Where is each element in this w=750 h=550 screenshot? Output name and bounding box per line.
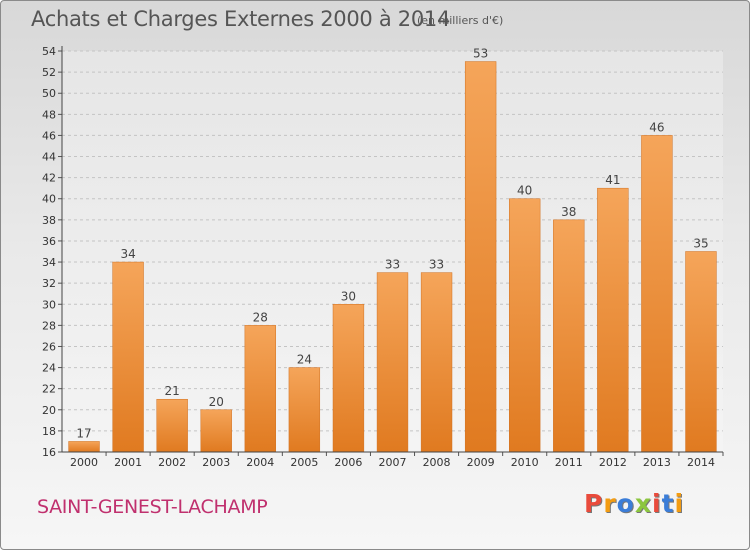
- y-tick-label: 46: [42, 129, 56, 142]
- y-tick-label: 50: [42, 87, 56, 100]
- chart-title: Achats et Charges Externes 2000 à 2014: [31, 7, 451, 31]
- logo-letter: i: [674, 489, 685, 518]
- logo-letter: i: [652, 489, 662, 518]
- bar-2010: [509, 198, 541, 453]
- bar-2009: [464, 61, 497, 453]
- bar-2008: [420, 272, 453, 453]
- bar-2006: [332, 304, 365, 453]
- bar-value-label: 30: [341, 289, 356, 303]
- y-tick-label: 34: [42, 256, 56, 269]
- x-tick-label: 2011: [555, 456, 583, 469]
- x-tick-label: 2007: [379, 456, 407, 469]
- bar-value-label: 24: [297, 353, 312, 367]
- bar-2001: [112, 261, 144, 453]
- proxiti-logo[interactable]: Proxiti: [584, 489, 684, 518]
- x-tick-label: 2001: [114, 456, 142, 469]
- bar-2005: [288, 367, 321, 453]
- bar-value-label: 20: [209, 395, 224, 409]
- bar-value-label: 46: [649, 120, 664, 134]
- bar-value-label: 38: [561, 205, 576, 219]
- bar-value-label: 40: [517, 184, 532, 198]
- logo-letter: t: [661, 489, 675, 518]
- bar-value-label: 21: [165, 384, 180, 398]
- x-tick-label: 2004: [246, 456, 274, 469]
- x-tick-label: 2014: [687, 456, 715, 469]
- chart-unit-note: (en milliers d'€): [417, 14, 504, 27]
- x-tick-label: 2012: [599, 456, 627, 469]
- bar-value-label: 53: [473, 47, 488, 61]
- x-tick-label: 2009: [467, 456, 495, 469]
- y-tick-label: 54: [42, 45, 56, 58]
- bar-2003: [200, 409, 232, 453]
- bar-value-label: 28: [253, 310, 268, 324]
- y-tick-label: 20: [42, 404, 56, 417]
- logo-letter: r: [603, 489, 617, 518]
- bar-2012: [597, 187, 629, 453]
- bar-value-label: 34: [120, 247, 135, 261]
- y-tick-label: 52: [42, 66, 56, 79]
- y-tick-label: 24: [42, 362, 56, 375]
- y-tick-label: 32: [42, 277, 56, 290]
- x-tick-label: 2005: [290, 456, 318, 469]
- bar-value-label: 41: [605, 173, 620, 187]
- bar-value-label: 33: [385, 258, 400, 272]
- y-tick-label: 38: [42, 214, 56, 227]
- bar-value-label: 17: [76, 426, 91, 440]
- bar-2007: [376, 272, 409, 453]
- logo-letter: x: [634, 489, 652, 518]
- bar-2014: [685, 251, 717, 453]
- x-tick-label: 2006: [334, 456, 362, 469]
- axes: 16 18 20 22 24 26 28 30 32 34 36 38 40 42 44 46 48 50 52 54…: [42, 45, 724, 469]
- commune-name: SAINT-GENEST-LACHAMP: [37, 496, 268, 518]
- x-tick-label: 2013: [643, 456, 671, 469]
- y-tick-label: 36: [42, 235, 56, 248]
- bar-chart: 17 34 21 20 28 24 30 33 33 53 40 38 41 46 35 16 18 20 22 2…: [42, 45, 724, 469]
- bar-2000: [68, 441, 100, 453]
- y-tick-label: 42: [42, 172, 56, 185]
- bars: 17 34 21 20 28 24 30 33 33 53 40 38 41 46 35: [68, 47, 717, 453]
- x-tick-label: 2002: [158, 456, 186, 469]
- bar-value-label: 35: [693, 237, 708, 251]
- bar-2013: [641, 135, 673, 453]
- x-tick-label: 2003: [202, 456, 230, 469]
- x-tick-label: 2008: [423, 456, 451, 469]
- y-tick-label: 44: [42, 151, 56, 164]
- bar-2004: [244, 325, 276, 453]
- bar-2011: [553, 219, 585, 453]
- y-tick-label: 16: [42, 446, 56, 459]
- x-tick-label: 2000: [70, 456, 98, 469]
- y-tick-label: 22: [42, 383, 56, 396]
- y-tick-label: 28: [42, 319, 56, 332]
- logo-letter: o: [616, 489, 635, 518]
- x-tick-label: 2010: [511, 456, 539, 469]
- y-tick-label: 48: [42, 108, 56, 121]
- y-tick-label: 18: [42, 425, 56, 438]
- bar-2002: [156, 398, 188, 453]
- logo-letter: P: [584, 489, 604, 518]
- y-tick-label: 40: [42, 193, 56, 206]
- y-tick-label: 30: [42, 298, 56, 311]
- y-tick-label: 26: [42, 340, 56, 353]
- bar-value-label: 33: [429, 258, 444, 272]
